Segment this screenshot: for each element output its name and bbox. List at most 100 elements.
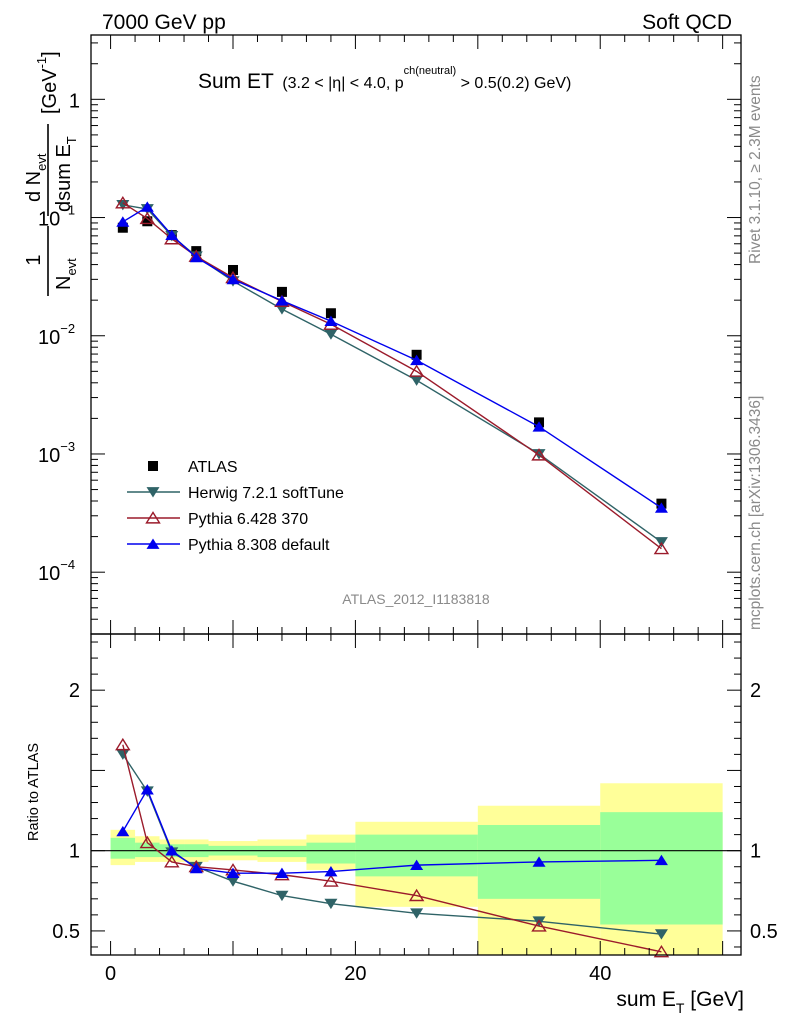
main-point-herwig-7-2-1-softtune-6 [324, 329, 338, 340]
ratio-point-herwig-7-2-1-softtune-5 [275, 890, 289, 902]
ratio-band-green-7 [355, 834, 478, 877]
ratio-point-pythia-6-428-370-8 [531, 919, 547, 932]
main-ylabel: 1 Nevt d Nevt dsum ET [GeV-1] [23, 51, 79, 296]
ratio-point-pythia-8-308-default-9 [654, 854, 668, 866]
axes-layer: 0 20 40 1 10−1 10−2 10−3 10−4 0.5 0.5 1 1 2 2 [38, 34, 778, 985]
ratio-point-pythia-6-428-370-0 [115, 737, 131, 751]
ratio-point-pythia-8-308-default-4 [226, 867, 240, 879]
x-tick-label: 20 [344, 963, 366, 985]
ratio-series-layer [115, 737, 670, 958]
ratio-point-pythia-8-308-default-5 [275, 867, 289, 879]
ratio-point-pythia-8-308-default-0 [116, 825, 130, 837]
main-point-pythia-6-428-370-8 [531, 448, 547, 461]
ylabel-numerator: d Nevt [23, 153, 49, 202]
ratio-point-pythia-8-308-default-1 [140, 784, 154, 795]
ylabel-n: Nevt [53, 258, 79, 290]
main-point-pythia-8-308-default-2 [165, 229, 179, 240]
ratio-band-green-5 [257, 845, 307, 858]
main-point-pythia-8-308-default-6 [324, 315, 338, 326]
ratio-point-pythia-8-308-default-7 [410, 859, 424, 870]
ratio-band-green-0 [110, 837, 136, 859]
main-point-pythia-8-308-default-9 [654, 502, 668, 513]
ylabel-unit: [GeV-1] [34, 51, 61, 114]
main-y-tick-label: 1 [69, 90, 80, 112]
ratio-point-herwig-7-2-1-softtune-6 [324, 898, 338, 910]
legend-entry-pythia-6-428-370: Pythia 6.428 370 [127, 511, 308, 528]
legend-label: Pythia 8.308 default [188, 537, 330, 554]
main-point-pythia-6-428-370-0 [115, 196, 131, 209]
legend-label: Herwig 7.2.1 softTune [188, 485, 344, 502]
legend: ATLAS Herwig 7.2.1 softTune Pythia 6.428 3… [127, 459, 344, 554]
ratio-point-pythia-8-308-default-3 [189, 862, 203, 874]
main-series-layer [115, 196, 670, 555]
ylabel-denominator: dsum ET [53, 136, 79, 212]
main-point-pythia-8-308-default-3 [189, 251, 203, 263]
main-point-pythia-8-308-default-0 [116, 216, 130, 227]
side-label-bottom: mcplots.cern.ch [arXiv:1306.3436] [747, 396, 764, 630]
main-line-herwig-7-2-1-softtune [122, 204, 662, 543]
ratio-point-pythia-6-428-370-9 [653, 944, 670, 958]
ratio-ylabel: Ratio to ATLAS [26, 743, 42, 841]
legend-entry-pythia-8-308-default: Pythia 8.308 default [127, 537, 330, 554]
ratio-point-pythia-8-308-default-2 [165, 845, 179, 856]
ratio-y-tick-label-right: 2 [750, 680, 761, 702]
main-y-tick-label: 10−4 [38, 557, 75, 585]
legend-marker-atlas [148, 461, 158, 471]
x-tick-label: 0 [105, 963, 116, 985]
legend-label: ATLAS [188, 459, 238, 476]
main-y-tick-label: 10−1 [38, 203, 75, 231]
ratio-point-pythia-8-308-default-6 [324, 866, 338, 877]
ratio-band-green-6 [306, 842, 356, 864]
main-point-atlas-1 [142, 216, 153, 227]
ratio-panel-frame [90, 633, 742, 956]
ratio-line-pythia-6-428-370 [122, 744, 662, 953]
ratio-point-herwig-7-2-1-softtune-0 [116, 749, 130, 760]
ratio-y-tick-label-left: 2 [69, 680, 80, 702]
main-point-pythia-8-308-default-4 [226, 273, 240, 285]
main-point-pythia-8-308-default-1 [140, 201, 154, 212]
legend-marker-pythia-8-308-default [146, 538, 160, 549]
ratio-point-pythia-6-428-370-6 [323, 874, 339, 887]
main-point-atlas-5 [276, 286, 287, 297]
side-label-top: Rivet 3.1.10, ≥ 2.3M events [747, 75, 764, 264]
main-line-pythia-8-308-default [122, 206, 662, 509]
main-point-herwig-7-2-1-softtune-7 [410, 375, 424, 386]
ratio-point-pythia-6-428-370-1 [139, 835, 156, 849]
ratio-uncertainty-bands [91, 783, 741, 955]
legend-label: Pythia 6.428 370 [188, 511, 308, 528]
header-right: Soft QCD [642, 11, 732, 34]
ratio-line-pythia-8-308-default [122, 788, 662, 874]
main-y-tick-label: 10−2 [38, 321, 75, 349]
ratio-y-tick-label-left: 1 [69, 841, 80, 863]
legend-entry-herwig-7-2-1-softtune: Herwig 7.2.1 softTune [127, 485, 344, 502]
ratio-point-pythia-8-308-default-8 [532, 856, 546, 867]
main-point-pythia-8-308-default-7 [410, 354, 424, 366]
ratio-point-pythia-6-428-370-7 [408, 888, 425, 902]
ratio-point-herwig-7-2-1-softtune-7 [410, 908, 424, 919]
analysis-watermark: ATLAS_2012_I1183818 [342, 591, 490, 607]
main-point-pythia-6-428-370-9 [653, 541, 670, 555]
main-point-pythia-6-428-370-7 [408, 364, 425, 377]
legend-marker-pythia-6-428-370 [145, 511, 161, 524]
ratio-y-tick-label-right: 0.5 [750, 921, 778, 943]
main-point-pythia-6-428-370-1 [139, 211, 156, 225]
ratio-band-green-9 [600, 812, 723, 925]
main-point-atlas-0 [117, 222, 128, 233]
main-title: Sum ET (3.2 < |η| < 4.0, pch(neutral) > … [198, 65, 571, 93]
x-tick-label: 40 [589, 963, 611, 985]
ratio-point-herwig-7-2-1-softtune-4 [226, 876, 240, 887]
main-point-pythia-8-308-default-8 [532, 421, 546, 432]
ylabel-one: 1 [23, 254, 45, 265]
main-y-tick-label: 10−3 [38, 439, 75, 467]
ratio-y-tick-label-right: 1 [750, 841, 761, 863]
header-left: 7000 GeV pp [102, 11, 226, 34]
ratio-point-pythia-6-428-370-2 [164, 855, 180, 868]
legend-marker-herwig-7-2-1-softtune [146, 487, 160, 498]
main-point-atlas-6 [325, 308, 336, 319]
legend-entry-atlas: ATLAS [148, 459, 238, 476]
ratio-point-herwig-7-2-1-softtune-9 [654, 929, 668, 940]
ratio-y-tick-label-left: 0.5 [52, 921, 80, 943]
main-point-atlas-4 [227, 264, 238, 275]
xlabel: sum ET [GeV] [616, 988, 744, 1016]
